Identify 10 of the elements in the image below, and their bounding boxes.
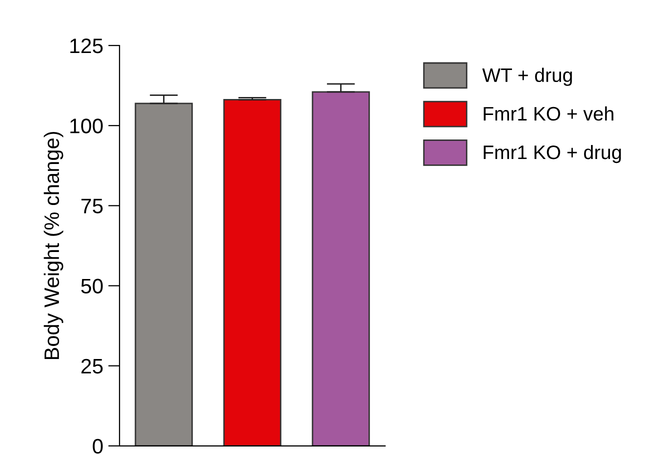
y-axis-title: Body Weight (% change) [44, 132, 64, 360]
legend-label: Fmr1 KO + veh [484, 106, 614, 121]
legend-label: Fmr1 KO + drug [484, 144, 621, 164]
y-tick-label: 125 [70, 38, 103, 54]
legend-label: WT + drug [482, 68, 572, 86]
y-tick-label: 75 [81, 198, 103, 214]
y-tick-label: 50 [81, 278, 103, 294]
y-tick-label: 100 [70, 118, 103, 134]
y-tick-label: 0 [92, 438, 103, 454]
y-tick-label: 25 [81, 358, 103, 374]
